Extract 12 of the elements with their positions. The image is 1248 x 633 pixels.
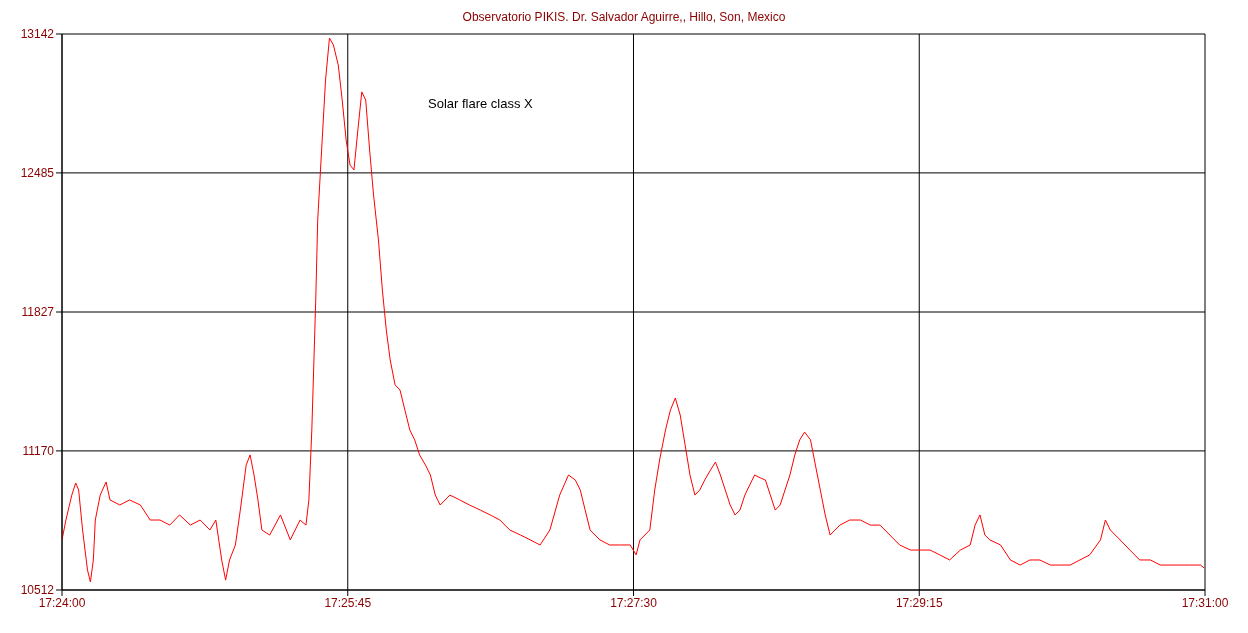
y-tick-label: 12485 xyxy=(20,166,55,181)
x-tick-label: 17:27:30 xyxy=(610,595,658,610)
x-tick-label: 17:29:15 xyxy=(895,595,943,610)
annotation: Solar flare class X xyxy=(428,96,533,111)
y-tick-label: 10512 xyxy=(20,583,55,598)
y-tick-label: 11170 xyxy=(22,444,55,459)
x-tick-label: 17:31:00 xyxy=(1181,595,1229,610)
x-tick-label: 17:24:00 xyxy=(38,595,86,610)
x-tick-label: 17:25:45 xyxy=(324,595,372,610)
y-tick-label: 11827 xyxy=(21,305,55,320)
chart-title: Observatorio PIKIS. Dr. Salvador Aguirre,, Hillo, Son, Mexico xyxy=(461,10,787,24)
y-tick-label: 13142 xyxy=(20,27,55,42)
